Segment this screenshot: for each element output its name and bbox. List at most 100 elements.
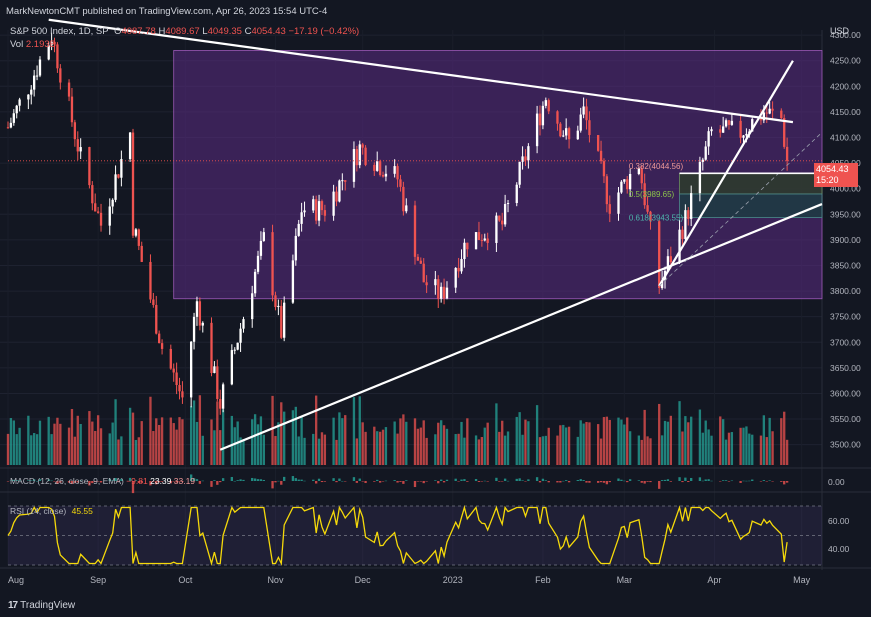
volume-bar [585,421,588,465]
macd-bar [373,481,376,482]
volume-bar [344,415,347,465]
candle-body [198,301,202,326]
volume-bar [742,427,745,465]
macd-bar [242,479,245,481]
candle-body [495,215,498,243]
volume-bar [707,429,710,465]
volume-bar [79,423,82,465]
volume-bar [599,438,603,465]
volume-bar [425,437,428,465]
volume-bar [640,439,643,465]
rsi-legend[interactable]: RSI (14, close) 45.55 [10,506,93,516]
macd-bar [416,481,420,482]
ohlc-open-label: O [114,26,122,37]
volume-bar [440,420,443,465]
volume-bar [56,417,59,465]
volume-bar [739,427,742,465]
macd-bar [253,478,257,481]
macd-bar [352,477,356,481]
candle-body [137,229,140,246]
macd-bar [91,481,94,484]
macd-bar [663,479,667,481]
volume-bar [233,427,236,465]
macd-bar [303,480,306,482]
macd-bar [221,478,225,481]
tradingview-brand[interactable]: 17 TradingView [8,600,75,611]
macd-bar [140,481,143,483]
rsi-tick-40: 40.00 [828,544,850,554]
candle-body [300,212,303,224]
volume-bar [274,436,277,465]
macd-bar [53,481,56,482]
candle-body [239,328,242,343]
macd-bar [12,479,15,481]
macd-legend[interactable]: MACD (12, 26, close, 9, EMA) −9.81 23.39… [10,476,195,486]
volume-bar [108,433,111,465]
rsi-line [7,505,788,566]
candle-body [413,205,417,257]
macd-bar [486,481,489,482]
volume-bar [724,439,728,465]
candle-body [262,232,265,241]
macd-bar [280,481,283,485]
volume-label[interactable]: Vol [10,39,24,50]
macd-bar [67,481,71,483]
macd-bar [152,481,155,482]
candle-body [559,123,562,137]
volume-bar [751,434,754,465]
candle-body [599,150,603,162]
candle-body [402,186,405,212]
candle-body [623,179,626,182]
volume-bar [466,418,469,465]
volume-bar [704,420,707,465]
macd-bar [457,481,460,482]
macd-value-2: 23.39 [150,476,172,486]
currency-label: USD [830,26,850,36]
macd-bar [518,478,521,481]
macd-bar [515,478,518,481]
macd-bar [256,479,260,481]
candle-body [88,147,91,186]
candle-body [230,350,234,385]
macd-bar [751,479,754,481]
macd-bar [233,480,236,482]
candle-body [596,135,600,151]
rsi-tick-60: 60.00 [828,516,850,526]
macd-bar [544,480,547,481]
candle-body [486,238,489,243]
macd-bar [445,479,449,481]
candle-body [399,179,402,187]
macd-bar [724,480,728,481]
volume-bar [727,432,731,465]
macd-bar [271,481,274,489]
macd-bar [579,479,582,481]
volume-bar [527,421,530,465]
trendline-dashed-projection [658,132,823,287]
candle-body [416,256,420,261]
volume-bar [221,409,225,465]
macd-bar [562,480,565,482]
volume-bar [216,401,219,465]
macd-bar [660,480,664,481]
volume-bar [15,434,18,465]
y-tick-label: 4150.00 [830,107,861,117]
symbol-name[interactable]: S&P 500 Index, 1D, SP [10,26,109,37]
candle-body [617,192,620,214]
candle-body [344,180,347,182]
candle-body [355,149,359,166]
macd-bar [195,479,199,481]
macd-bar [690,477,693,481]
candle-body [96,211,100,213]
volume-bar [9,418,13,465]
volume-bar [681,431,684,465]
last-price-tag: 4054.43 15:20 [814,163,858,187]
volume-bar [169,417,172,465]
volume-bar [556,435,559,465]
volume-bar [768,417,771,465]
candle-body [27,94,30,100]
volume-bar [547,427,550,465]
volume-bar [483,427,486,465]
volume-bar [393,421,396,465]
macd-bar [393,480,396,481]
